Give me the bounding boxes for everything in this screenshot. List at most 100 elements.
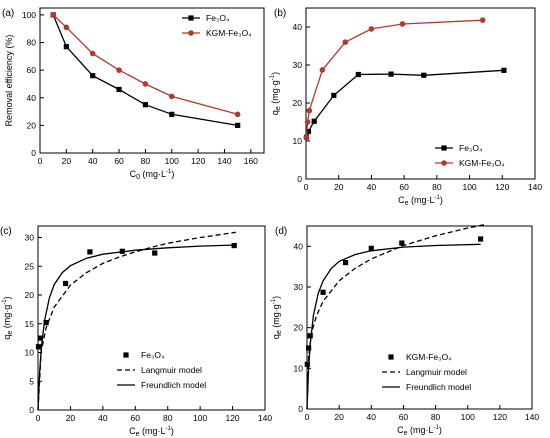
y-tick-label: 10 <box>25 348 35 358</box>
x-tick-label: 60 <box>399 182 409 192</box>
data-point <box>477 236 484 242</box>
data-point <box>305 128 312 135</box>
y-tick-label: 25 <box>25 261 35 271</box>
y-tick-label: 30 <box>294 282 304 292</box>
data-point <box>152 250 158 256</box>
y-tick-label: 20 <box>25 290 35 300</box>
x-tick-label: 60 <box>399 412 409 422</box>
panel-label: (d) <box>275 226 287 237</box>
x-tick-label: 100 <box>462 182 476 192</box>
legend-marker <box>441 160 447 166</box>
data-point <box>304 119 311 125</box>
y-tick-label: 60 <box>27 65 37 75</box>
legend: Fe₃O₄ Langmuir model Freundlich model <box>117 350 206 390</box>
y-tick-label: 5 <box>29 376 34 386</box>
y-tick-label: 40 <box>293 22 303 32</box>
legend-label: KGM-Fe₃O₄ <box>406 352 452 362</box>
data-point <box>303 134 310 140</box>
x-axis-label-symbol: C <box>398 195 405 205</box>
data-point <box>89 50 96 57</box>
legend-marker <box>123 352 129 358</box>
data-point <box>90 73 96 79</box>
x-axis-label-unit: (mg·L <box>140 169 166 179</box>
x-tick-label: 0 <box>36 413 41 423</box>
x-tick-label: 140 <box>258 413 272 423</box>
legend: KGM-Fe₃O₄ Langmuir model Freundlich model <box>382 352 471 392</box>
plot-frame <box>37 225 266 411</box>
x-tick-label: 80 <box>163 413 173 423</box>
x-axis-label-symbol: C <box>129 426 136 436</box>
series-0 <box>303 67 507 140</box>
y-tick-label: 30 <box>25 233 35 243</box>
data-point <box>234 111 241 118</box>
x-axis-label: Ce (mg·L-1) <box>129 426 174 438</box>
data-point <box>342 39 349 45</box>
x-tick-label: 120 <box>493 412 507 422</box>
x-tick-label: 120 <box>495 182 509 192</box>
series-1 <box>37 231 236 411</box>
data-point <box>116 67 122 73</box>
data-point <box>399 21 406 27</box>
legend-label: Fe₃O₄ <box>141 350 165 360</box>
x-axis-label-symbol: C <box>130 169 137 179</box>
y-axis-label-subscript: e <box>275 106 282 110</box>
legend: Fe₃O₄ KGM-Fe₃O₄ <box>182 13 252 38</box>
y-tick-label: 20 <box>293 98 303 108</box>
y-axis-label-exp: -1 <box>271 298 277 304</box>
y-tick-label: 80 <box>27 38 37 48</box>
y-axis-label: qe (mg·g-1) <box>270 72 282 115</box>
data-point <box>63 44 69 50</box>
data-point <box>87 249 93 255</box>
series-2 <box>37 244 236 411</box>
y-tick-label: 0 <box>298 404 303 414</box>
legend-label: Langmuir model <box>406 367 467 377</box>
data-point <box>43 320 49 326</box>
y-tick-label: 10 <box>293 136 303 146</box>
y-axis-label-subscript: e <box>276 330 283 334</box>
x-tick-label: 0 <box>305 412 310 422</box>
y-axis-label-exp: -1 <box>2 299 8 305</box>
y-tick-label: 100 <box>22 10 36 20</box>
legend-marker <box>441 145 447 151</box>
y-axis-label: Removal efficiency (%) <box>4 35 14 127</box>
x-tick-label: 60 <box>131 413 141 423</box>
x-axis-label: Ce (mg·L-1) <box>397 425 442 437</box>
y-axis-label-subscript: e <box>7 331 14 335</box>
y-axis-label-close: ) <box>271 296 281 299</box>
plot-frame <box>39 7 265 154</box>
x-axis-label-subscript: e <box>405 200 409 207</box>
x-axis-label-unit: (mg·L <box>409 195 435 205</box>
x-tick-label: 120 <box>225 413 239 423</box>
x-tick-label: 80 <box>141 156 151 166</box>
x-tick-label: 20 <box>334 182 344 192</box>
legend-marker <box>388 354 394 360</box>
data-point <box>388 71 394 77</box>
plot-frame <box>306 225 533 410</box>
data-point <box>342 260 349 266</box>
series-line <box>37 231 236 411</box>
data-point <box>142 81 149 87</box>
data-point <box>306 107 313 114</box>
x-axis-label-close: ) <box>171 169 174 179</box>
series-line <box>305 69 504 138</box>
data-point <box>306 345 312 351</box>
x-tick-label: 100 <box>193 413 207 423</box>
data-point <box>168 93 175 100</box>
legend-label: Freundlich model <box>141 380 206 390</box>
y-axis-label-unit: (mg·g <box>271 304 281 330</box>
series-0 <box>50 12 241 128</box>
x-axis-label: C0 (mg·L-1) <box>130 169 175 181</box>
data-point <box>311 118 317 124</box>
y-tick-label: 20 <box>27 120 37 130</box>
data-point <box>116 86 122 93</box>
legend-marker <box>188 30 194 36</box>
x-tick-label: 80 <box>432 182 442 192</box>
x-tick-label: 40 <box>98 413 108 423</box>
x-axis-label-symbol: C <box>397 425 404 435</box>
y-axis-label: qe (mg·g-1) <box>2 296 14 339</box>
x-tick-label: 40 <box>88 156 98 166</box>
x-tick-label: 20 <box>334 412 344 422</box>
x-tick-label: 40 <box>367 182 377 192</box>
